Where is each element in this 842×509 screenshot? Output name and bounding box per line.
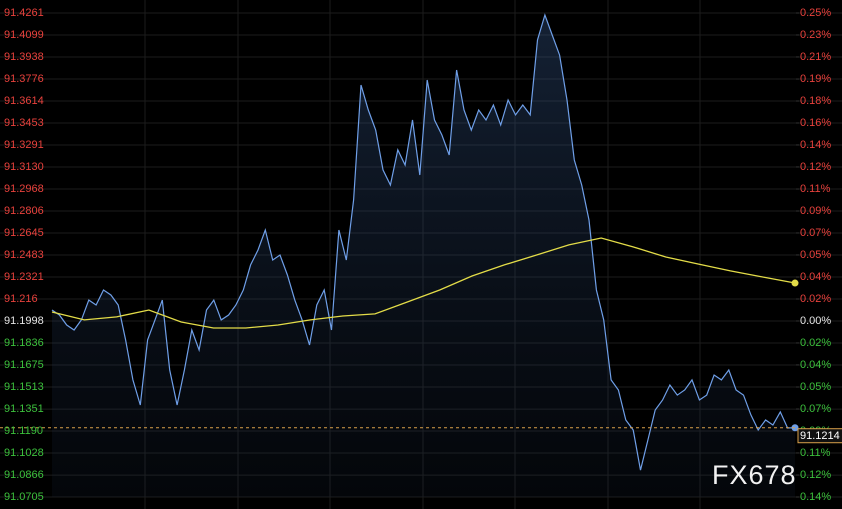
- y-tick-label: 91.0705: [4, 491, 44, 503]
- watermark: FX678: [712, 460, 797, 490]
- y2-tick-label: 0.04%: [800, 271, 831, 283]
- y-tick-label: 91.3453: [4, 117, 44, 129]
- y-tick-label: 91.1028: [4, 447, 44, 459]
- y2-tick-label: 0.04%: [800, 359, 831, 371]
- last-price-box: [797, 428, 842, 444]
- y-tick-label: 91.1351: [4, 403, 44, 415]
- y2-tick-label: 0.05%: [800, 381, 831, 393]
- y-tick-label: 91.3291: [4, 139, 44, 151]
- y2-tick-label: 0.02%: [800, 337, 831, 349]
- y2-tick-label: 0.14%: [800, 139, 831, 151]
- y-tick-label: 91.1675: [4, 359, 44, 371]
- y2-tick-label: 0.23%: [800, 29, 831, 41]
- end-dot: [791, 279, 799, 287]
- y-tick-label: 91.3130: [4, 161, 44, 173]
- y-tick-label: 91.2806: [4, 205, 44, 217]
- y2-tick-label: 0.09%: [800, 205, 831, 217]
- y-tick-label: 91.3776: [4, 73, 44, 85]
- y-tick-label: 91.2483: [4, 249, 44, 261]
- y2-tick-label: 0.00%: [800, 315, 831, 327]
- last-price-label: 91.1214: [800, 430, 840, 442]
- average-line: [51, 237, 796, 329]
- y-tick-label: 91.1513: [4, 381, 44, 393]
- y-tick-label: 91.2645: [4, 227, 44, 239]
- y-tick-label: 91.1998: [4, 315, 44, 327]
- y-tick-label: 91.4261: [4, 7, 44, 19]
- y2-tick-label: 0.07%: [800, 403, 831, 415]
- y-tick-label: 91.1836: [4, 337, 44, 349]
- price-line: [51, 13, 796, 471]
- y2-tick-label: 0.11%: [800, 183, 831, 195]
- y2-tick-label: 0.16%: [800, 117, 831, 129]
- y2-tick-label: 0.12%: [800, 161, 831, 173]
- y-tick-label: 91.2321: [4, 271, 44, 283]
- y2-tick-label: 0.21%: [800, 51, 831, 63]
- y-tick-label: 91.216: [4, 293, 38, 305]
- y-tick-label: 91.2968: [4, 183, 44, 195]
- y2-tick-label: 0.07%: [800, 227, 831, 239]
- y2-tick-label: 0.11%: [800, 447, 831, 459]
- y2-tick-label: 0.02%: [800, 293, 831, 305]
- plot: [0, 13, 799, 497]
- price-area: [52, 15, 795, 497]
- y2-tick-label: 0.12%: [800, 469, 831, 481]
- y-tick-label: 91.1190: [4, 425, 43, 437]
- y2-tick-label: 0.14%: [800, 491, 831, 503]
- axis-labels: 91.4261 91.4099 91.3938 91.3776 91.3614 91.34…: [4, 7, 842, 503]
- y2-tick-label: 0.25%: [800, 7, 831, 19]
- y-tick-label: 91.3938: [4, 51, 44, 63]
- y-tick-label: 91.0866: [4, 469, 44, 481]
- y-tick-label: 91.4099: [4, 29, 44, 41]
- y-tick-label: 91.3614: [4, 95, 44, 107]
- y2-tick-label: 0.19%: [800, 73, 831, 85]
- y2-tick-label: 0.18%: [800, 95, 831, 107]
- y2-tick-label: 0.05%: [800, 249, 831, 261]
